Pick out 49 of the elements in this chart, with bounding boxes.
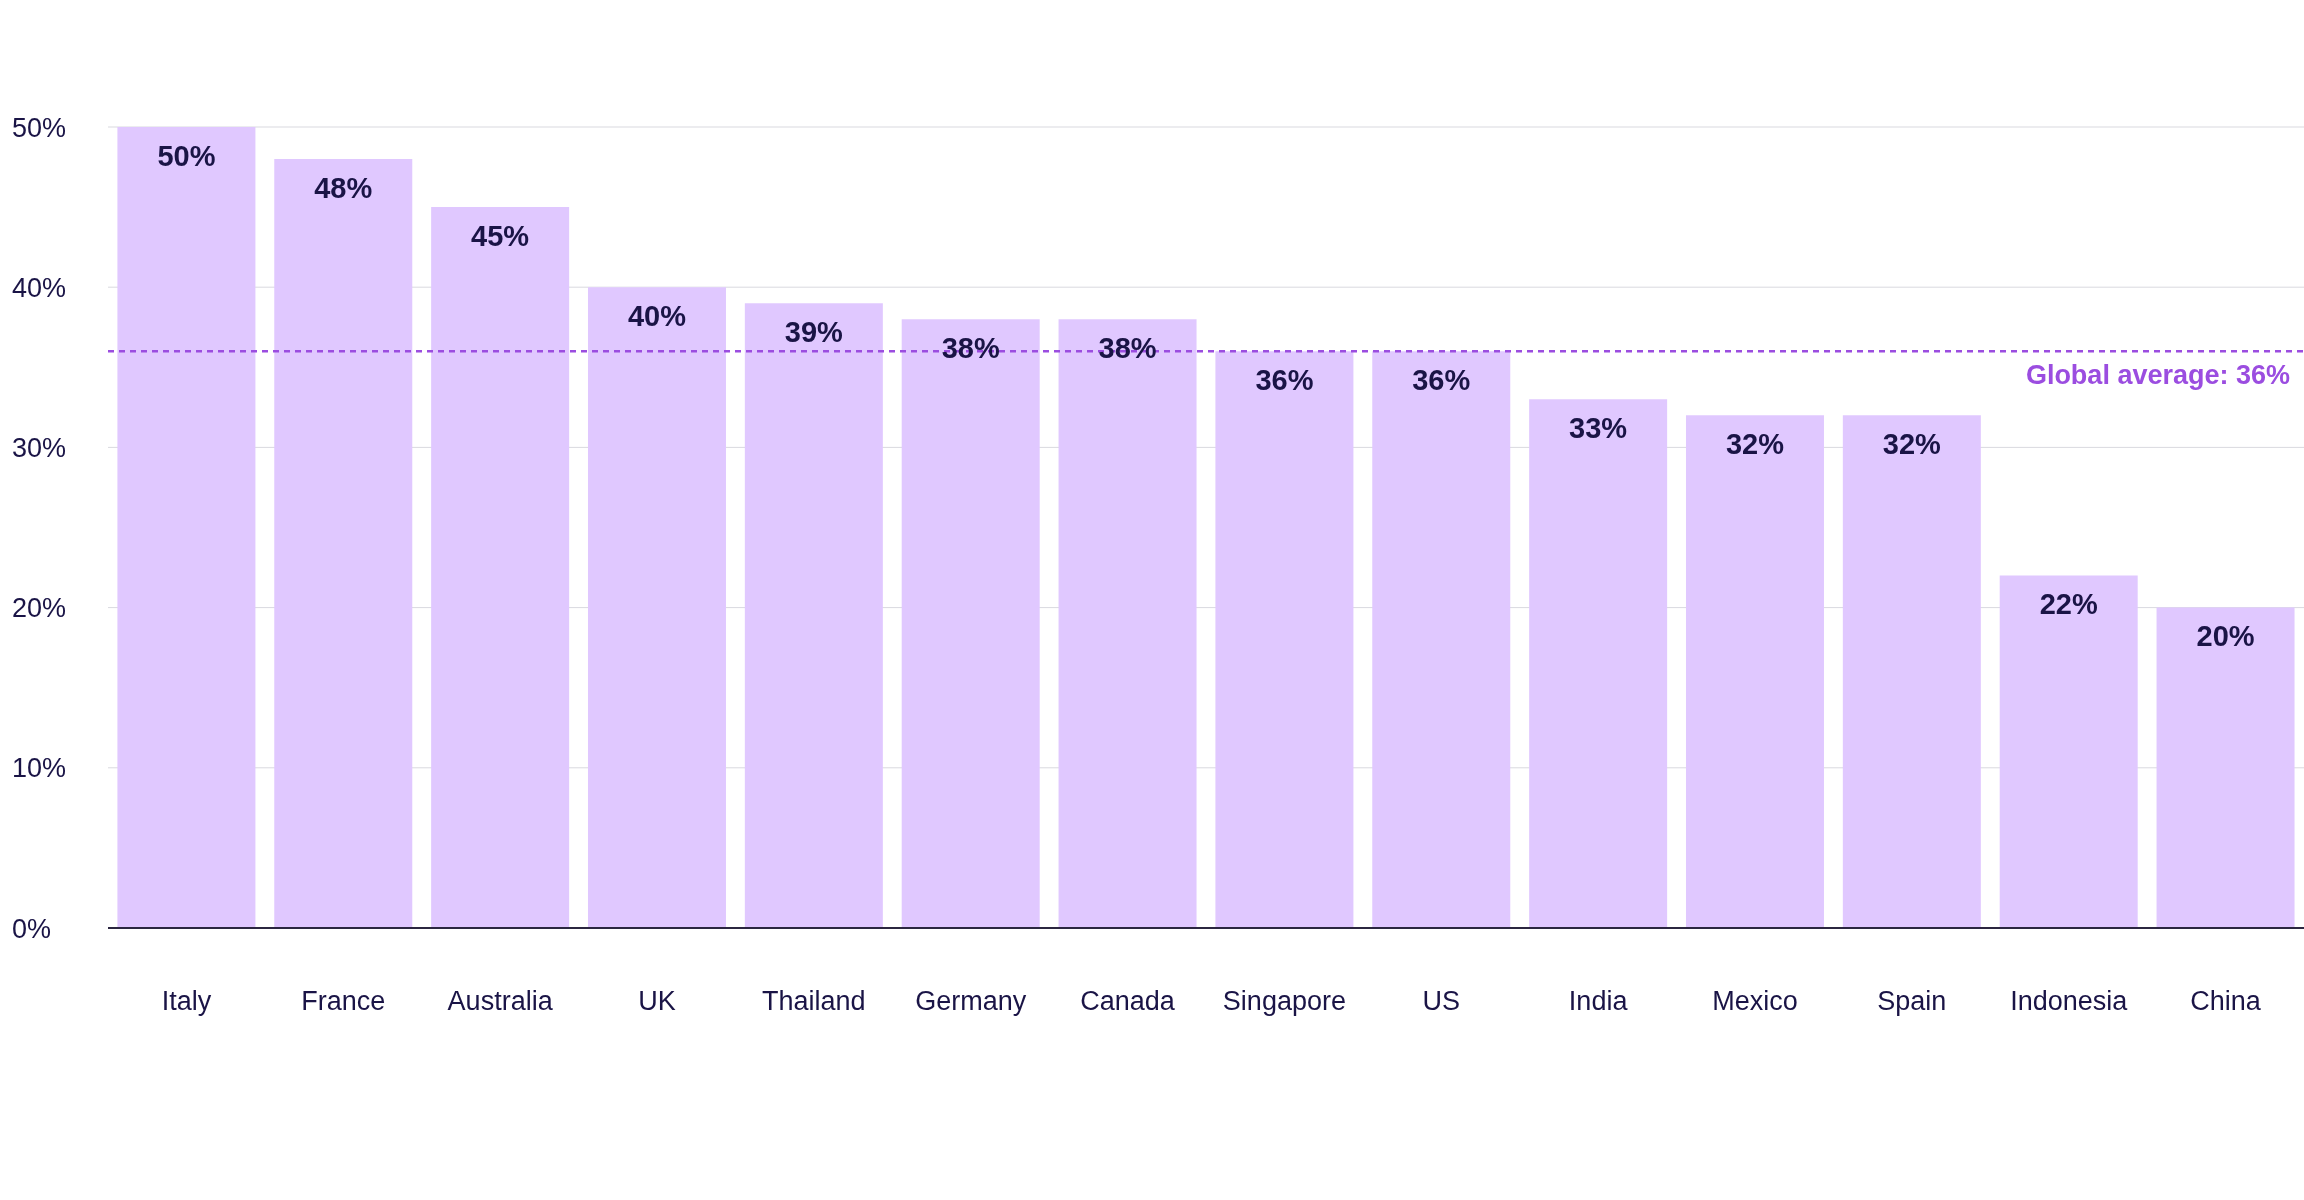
bar bbox=[2156, 607, 2295, 928]
data-label: 36% bbox=[1412, 363, 1471, 396]
data-label: 38% bbox=[1098, 331, 1157, 364]
data-label: 50% bbox=[157, 139, 216, 172]
bar bbox=[1529, 399, 1668, 928]
bar bbox=[1058, 319, 1197, 928]
data-label: 48% bbox=[314, 171, 373, 204]
y-tick-label: 30% bbox=[12, 432, 67, 463]
bar bbox=[431, 207, 570, 928]
data-label: 38% bbox=[941, 331, 1000, 364]
x-tick-label: Mexico bbox=[1712, 986, 1798, 1017]
x-tick-label: Spain bbox=[1877, 986, 1947, 1017]
data-label: 45% bbox=[471, 219, 530, 252]
data-label: 32% bbox=[1725, 427, 1785, 460]
data-label: 39% bbox=[784, 315, 844, 348]
bar bbox=[1842, 415, 1981, 928]
x-tick-label: US bbox=[1422, 986, 1461, 1017]
bar bbox=[1372, 351, 1511, 928]
data-label: 40% bbox=[627, 299, 687, 332]
y-tick-label: 20% bbox=[12, 593, 67, 624]
x-tick-label: Italy bbox=[161, 986, 212, 1017]
x-tick-label: France bbox=[301, 986, 386, 1017]
x-tick-label: Singapore bbox=[1222, 986, 1346, 1017]
x-tick-label: China bbox=[2190, 986, 2262, 1017]
x-tick-label: Canada bbox=[1080, 986, 1176, 1017]
y-tick-label: 40% bbox=[12, 272, 67, 303]
bar bbox=[117, 127, 256, 928]
y-tick-label: 50% bbox=[12, 112, 67, 143]
data-label: 33% bbox=[1569, 411, 1628, 444]
x-tick-label: Thailand bbox=[762, 986, 866, 1017]
data-label: 36% bbox=[1255, 363, 1314, 396]
data-label: 20% bbox=[2196, 620, 2255, 653]
bar bbox=[1685, 415, 1824, 928]
x-tick-label: Germany bbox=[915, 986, 1027, 1017]
x-tick-label: UK bbox=[638, 986, 676, 1017]
y-tick-label: 0% bbox=[12, 913, 52, 944]
bar bbox=[1999, 575, 2138, 928]
data-label: 22% bbox=[2039, 588, 2098, 621]
bar bbox=[1215, 351, 1354, 928]
data-label: 32% bbox=[1882, 427, 1942, 460]
bar bbox=[744, 303, 883, 928]
ref-line-label: Global average: 36% bbox=[2025, 360, 2290, 391]
x-tick-label: Indonesia bbox=[2010, 986, 2129, 1017]
bar bbox=[901, 319, 1040, 928]
bar bbox=[274, 159, 413, 928]
bar bbox=[587, 287, 726, 928]
x-tick-label: Australia bbox=[447, 986, 554, 1017]
y-tick-label: 10% bbox=[12, 753, 67, 784]
x-tick-label: India bbox=[1568, 986, 1629, 1017]
